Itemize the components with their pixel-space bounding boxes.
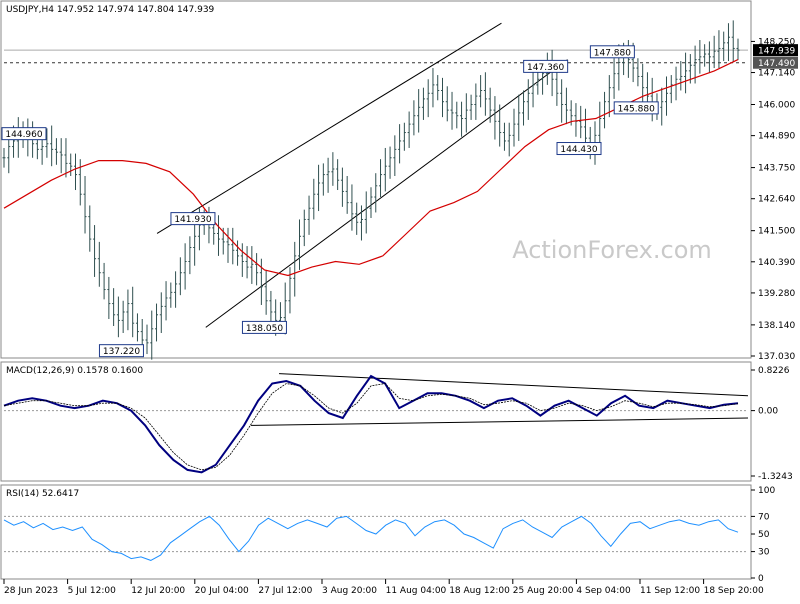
x-tick-label: 25 Aug 20:00 [513, 586, 574, 596]
price-annotation-label: 147.360 [527, 63, 564, 73]
price-annotation-label: 145.880 [618, 104, 655, 114]
price-annotation-box [589, 45, 635, 59]
x-tick-label: 12 Jul 20:00 [131, 586, 185, 596]
price-y-tick-label: 141.500 [758, 227, 795, 237]
price-annotation-box [556, 142, 602, 156]
resistance-text: 147.490 [758, 59, 795, 69]
macd-plot [3, 373, 749, 474]
axes: 148.250 147.140 146.000 144.890 143.750 142.6… [3, 37, 798, 596]
price-annotation-label: 144.430 [560, 145, 597, 155]
price-title: USDJPY,H4 147.952 147.974 147.804 147.93… [6, 5, 215, 15]
x-tick-label: 11 Sep 12:00 [640, 586, 700, 596]
price-y-tick-label: 137.030 [758, 352, 795, 362]
macd-upper-line [279, 373, 749, 397]
price-y-tick-label: 146.000 [758, 101, 795, 111]
watermark: ActionForex.com [512, 236, 712, 264]
macd-line [3, 374, 739, 474]
price-annotation: 141.930 [170, 212, 216, 226]
rsi-title: RSI(14) 52.6417 [6, 489, 79, 499]
last-price-box [753, 44, 798, 57]
x-tick-label: 28 Jun 2023 [4, 586, 58, 596]
price-annotation: 147.880 [589, 45, 635, 59]
price-y-tick-label: 147.140 [758, 69, 795, 79]
macd-lower-line [250, 417, 749, 426]
price-annotation-label: 137.220 [103, 347, 140, 357]
x-tick-label: 20 Jul 04:00 [195, 586, 249, 596]
price-annotation-label: 138.050 [246, 324, 283, 334]
x-tick-label: 27 Jul 12:00 [258, 586, 312, 596]
macd-y-tick-label: 0.8226 [758, 366, 790, 376]
macd-panel-frame [0, 361, 752, 482]
price-annotation: 144.430 [556, 142, 602, 156]
rsi-y-tick-label: 30 [758, 548, 770, 558]
price-annotation-box [170, 212, 216, 226]
x-tick-label: 11 Aug 04:00 [386, 586, 447, 596]
last-price-label: 147.939 [753, 44, 798, 57]
price-y-tick-label: 144.890 [758, 132, 795, 142]
price-annotation: 145.880 [613, 101, 659, 115]
price-y-tick-label: 140.390 [758, 258, 795, 268]
price-plot: 144.960 137.220 141.930 138.050 147.360 144.4… [1, 20, 748, 360]
x-tick-label: 5 Jul 12:00 [68, 586, 117, 596]
x-tick-label: 3 Aug 20:00 [322, 586, 377, 596]
price-annotation-box [241, 320, 287, 334]
macd-signal-line [3, 383, 739, 471]
resistance-label: 147.490 [753, 56, 798, 69]
price-annotation: 147.360 [523, 59, 569, 73]
resistance-box [753, 56, 798, 69]
price-annotation: 144.960 [1, 127, 47, 141]
rsi-y-tick-label: 70 [758, 512, 770, 522]
price-y-tick-label: 148.250 [758, 37, 795, 47]
price-annotation: 137.220 [98, 344, 144, 358]
macd-y-tick-label: -1.3243 [758, 472, 793, 482]
price-y-tick-label: 139.280 [758, 289, 795, 299]
rsi-y-tick-label: 50 [758, 530, 770, 540]
rsi-line [3, 515, 739, 561]
last-price-text: 147.939 [758, 47, 795, 57]
price-annotation-box [1, 127, 47, 141]
price-annotation-box [613, 101, 659, 115]
rsi-y-tick-label: 0 [758, 574, 764, 584]
price-annotation-label: 144.960 [5, 130, 42, 140]
x-tick-label: 18 Sep 20:00 [704, 586, 764, 596]
price-annotation: 138.050 [241, 320, 287, 334]
rsi-plot [3, 515, 748, 561]
price-y-tick-label: 143.750 [758, 164, 795, 174]
macd-title: MACD(12,26,9) 0.1578 0.1600 [6, 366, 143, 376]
price-annotation-label: 141.930 [174, 215, 211, 225]
rsi-y-tick-label: 100 [758, 486, 775, 496]
rsi-panel-frame [0, 484, 752, 580]
price-y-tick-label: 142.640 [758, 195, 795, 205]
x-tick-label: 18 Aug 12:00 [449, 586, 510, 596]
price-annotation-label: 147.880 [594, 48, 631, 58]
price-annotation-box [98, 344, 144, 358]
x-tick-label: 4 Sep 04:00 [576, 586, 631, 596]
channel-upper [156, 22, 502, 234]
price-annotation-box [523, 59, 569, 73]
macd-y-tick-label: 0.00 [758, 407, 778, 417]
price-y-tick-label: 138.140 [758, 321, 795, 331]
